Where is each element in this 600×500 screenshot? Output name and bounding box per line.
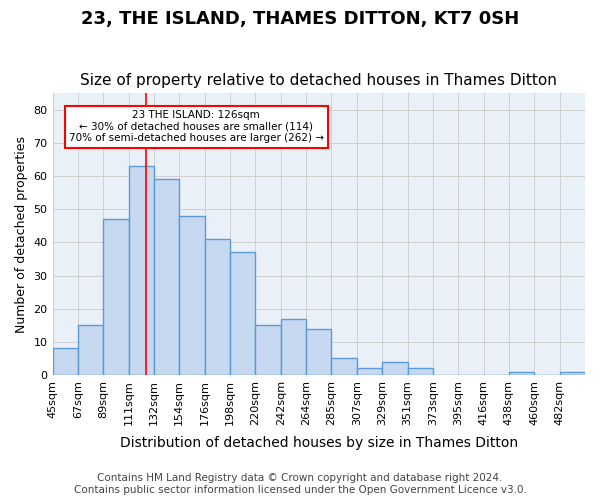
- Bar: [382, 362, 407, 375]
- Text: 23, THE ISLAND, THAMES DITTON, KT7 0SH: 23, THE ISLAND, THAMES DITTON, KT7 0SH: [81, 10, 519, 28]
- Bar: [256, 325, 281, 375]
- X-axis label: Distribution of detached houses by size in Thames Ditton: Distribution of detached houses by size …: [120, 436, 518, 450]
- Bar: [154, 180, 179, 375]
- Text: Contains HM Land Registry data © Crown copyright and database right 2024.
Contai: Contains HM Land Registry data © Crown c…: [74, 474, 526, 495]
- Bar: [509, 372, 534, 375]
- Bar: [560, 372, 585, 375]
- Bar: [281, 318, 306, 375]
- Title: Size of property relative to detached houses in Thames Ditton: Size of property relative to detached ho…: [80, 73, 557, 88]
- Bar: [103, 219, 128, 375]
- Bar: [78, 325, 103, 375]
- Bar: [407, 368, 433, 375]
- Y-axis label: Number of detached properties: Number of detached properties: [15, 136, 28, 332]
- Bar: [230, 252, 256, 375]
- Text: 23 THE ISLAND: 126sqm
← 30% of detached houses are smaller (114)
70% of semi-det: 23 THE ISLAND: 126sqm ← 30% of detached …: [69, 110, 324, 144]
- Bar: [306, 328, 331, 375]
- Bar: [128, 166, 154, 375]
- Bar: [53, 348, 78, 375]
- Bar: [331, 358, 357, 375]
- Bar: [179, 216, 205, 375]
- Bar: [357, 368, 382, 375]
- Bar: [205, 239, 230, 375]
